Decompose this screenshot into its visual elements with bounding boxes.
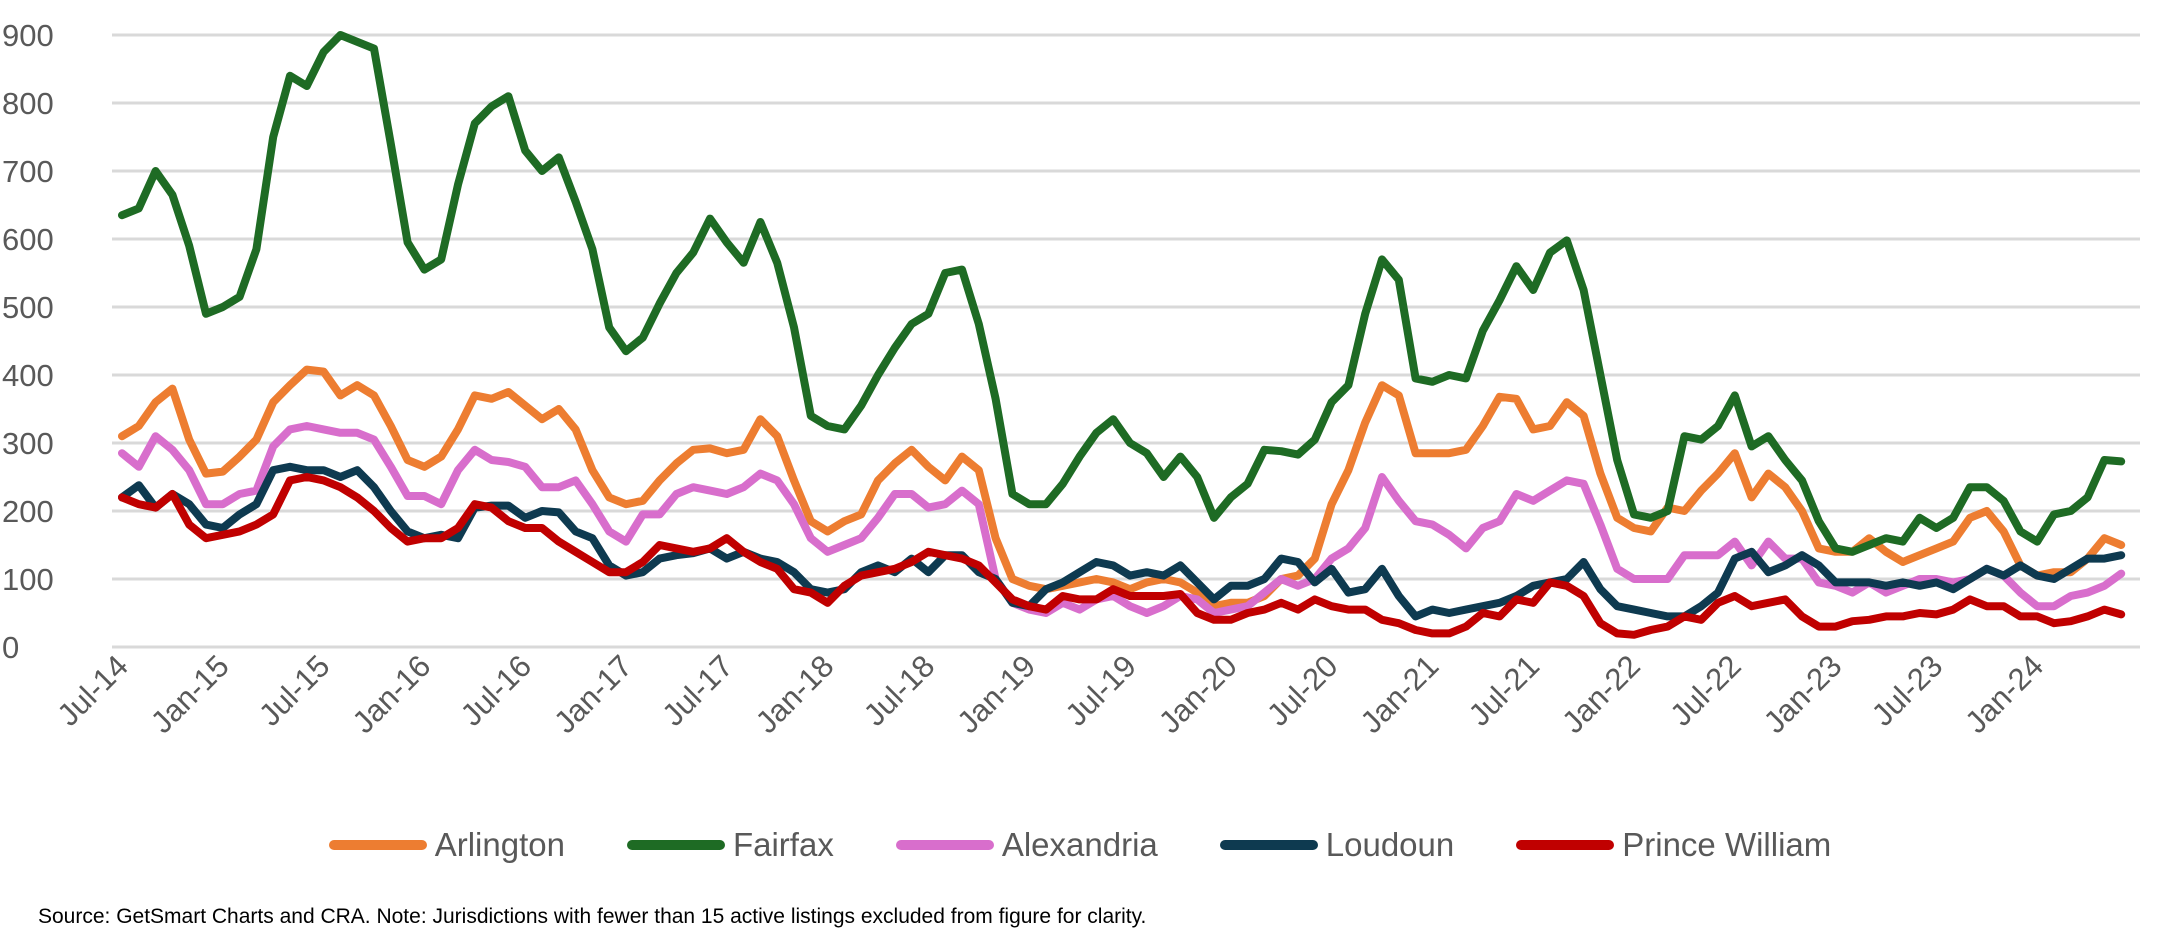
legend-item-fairfax: Fairfax: [626, 826, 834, 864]
series-line-loudoun: [118, 462, 2126, 621]
x-tick-label: Jan-21: [1354, 648, 1446, 740]
y-tick-label: 900: [2, 18, 54, 53]
x-tick-label: Jul-17: [655, 648, 739, 732]
legend-item-arlington: Arlington: [328, 826, 565, 864]
x-tick-label: Jul-15: [252, 648, 336, 732]
series-line-fairfax: [118, 31, 2126, 556]
y-tick-label: 100: [2, 562, 54, 597]
x-tick-label: Jan-18: [749, 648, 841, 740]
x-tick-label: Jul-16: [454, 648, 538, 732]
legend-swatch-arlington: [328, 840, 427, 850]
x-tick-label: Jul-22: [1663, 648, 1747, 732]
legend-label: Alexandria: [1001, 826, 1158, 863]
x-tick-label: Jan-24: [1958, 648, 2050, 740]
legend-label: Prince William: [1622, 826, 1832, 863]
legend-item-loudoun: Loudoun: [1219, 826, 1455, 864]
x-tick-label: Jan-22: [1555, 648, 1647, 740]
legend-swatch-prince-william: [1516, 840, 1615, 850]
legend-label: Arlington: [434, 826, 565, 863]
y-tick-label: 600: [2, 222, 54, 257]
series-line-arlington: [118, 365, 2126, 611]
legend-label: Fairfax: [732, 826, 834, 863]
x-tick-label: Jan-23: [1757, 648, 1849, 740]
x-tick-label: Jan-17: [547, 648, 639, 740]
x-tick-label: Jul-21: [1462, 648, 1546, 732]
legend-item-prince-william: Prince William: [1516, 826, 1831, 864]
x-tick-label: Jul-20: [1260, 648, 1344, 732]
x-tick-label: Jul-14: [50, 648, 134, 732]
legend-swatch-fairfax: [626, 840, 725, 850]
series-line-prince-william: [118, 473, 2126, 639]
x-tick-label: Jul-23: [1865, 648, 1949, 732]
y-tick-label: 200: [2, 494, 54, 529]
y-tick-label: 300: [2, 426, 54, 461]
legend-item-alexandria: Alexandria: [895, 826, 1158, 864]
x-tick-label: Jan-15: [144, 648, 236, 740]
y-tick-label: 400: [2, 358, 54, 393]
y-tick-label: 800: [2, 86, 54, 121]
series-line-alexandria: [118, 422, 2126, 617]
x-tick-label: Jan-19: [950, 648, 1042, 740]
x-tick-label: Jul-19: [1058, 648, 1142, 732]
y-tick-label: 0: [2, 630, 19, 665]
legend-swatch-alexandria: [895, 840, 994, 850]
y-tick-label: 700: [2, 154, 54, 189]
line-chart: 0 100 200 300 400 500 600 700 800 900 Jul-14 Jan-15…: [2, 18, 2140, 740]
y-tick-label: 500: [2, 290, 54, 325]
x-tick-label: Jul-18: [857, 648, 941, 732]
legend: Arlington Fairfax Alexandria Loudoun Pri…: [0, 826, 2160, 864]
legend-label: Loudoun: [1325, 826, 1455, 863]
x-tick-label: Jan-20: [1152, 648, 1244, 740]
x-tick-label: Jan-16: [346, 648, 438, 740]
source-note: Source: GetSmart Charts and CRA. Note: J…: [38, 905, 1147, 928]
legend-swatch-loudoun: [1219, 840, 1318, 850]
